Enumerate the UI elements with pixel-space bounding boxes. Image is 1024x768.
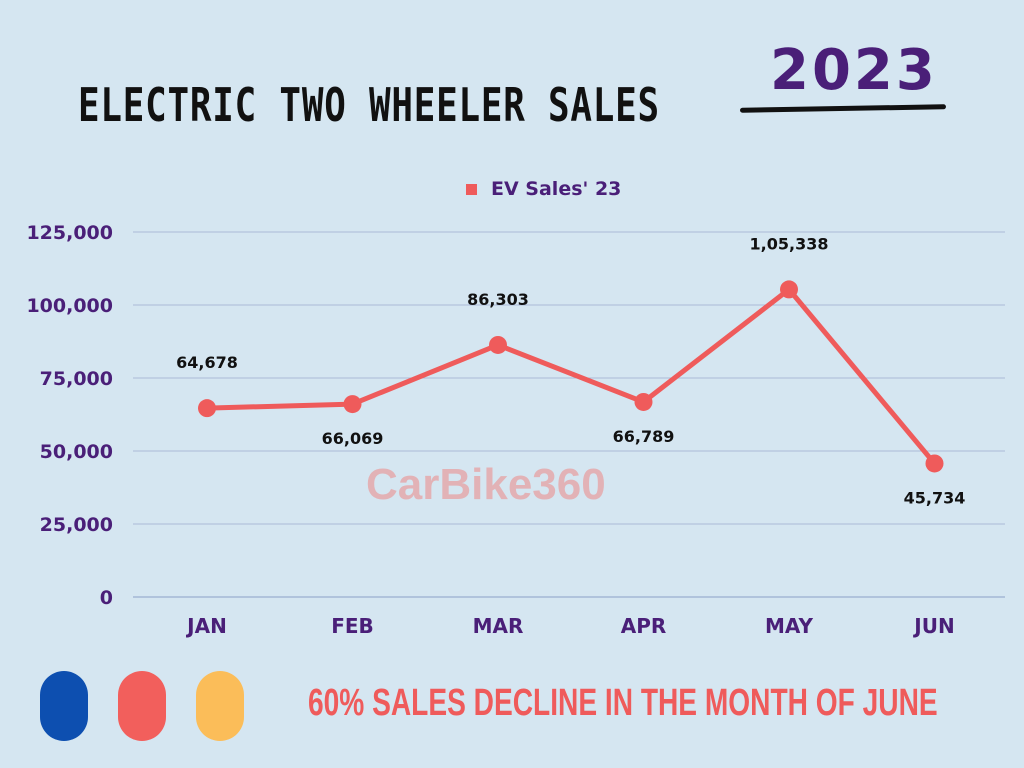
gridlines: [133, 231, 1005, 598]
y-tick-label: 100,000: [26, 295, 113, 317]
data-label: 86,303: [467, 290, 529, 309]
y-tick-label: 50,000: [40, 441, 113, 463]
y-tick-label: 75,000: [40, 368, 113, 390]
legend: EV Sales' 23: [466, 178, 621, 200]
data-point: [343, 395, 362, 414]
x-tick-label: FEB: [331, 614, 374, 638]
data-label: 64,678: [176, 353, 238, 372]
y-tick-label: 25,000: [40, 514, 113, 536]
y-axis-ticks: 0 25,000 50,000 75,000 100,000 125,000: [26, 222, 113, 609]
year-label: 2023: [770, 38, 938, 103]
x-tick-label: MAY: [765, 614, 813, 638]
data-label: 66,069: [322, 429, 384, 448]
yellow-pill-decoration: [196, 671, 244, 741]
data-point: [489, 335, 507, 354]
red-pill-decoration: [118, 671, 166, 741]
footer-message: 60% SALES DECLINE IN THE MONTH OF JUNE: [308, 682, 938, 724]
chart-title: ELECTRIC TWO WHEELER SALES: [78, 78, 660, 132]
data-point: [198, 399, 216, 418]
watermark-text: CarBike360: [366, 460, 606, 509]
x-tick-label: JUN: [912, 614, 954, 638]
data-point: [925, 454, 944, 473]
legend-swatch: [466, 183, 477, 195]
series-line: [204, 286, 937, 466]
x-tick-label: APR: [621, 614, 667, 638]
series-layer: [198, 280, 944, 473]
x-tick-label: JAN: [185, 614, 227, 638]
data-point: [780, 280, 798, 299]
legend-label: EV Sales' 23: [491, 178, 622, 200]
y-tick-label: 0: [100, 587, 113, 609]
y-tick-label: 125,000: [26, 222, 113, 244]
data-point: [634, 392, 653, 411]
x-axis-ticks: JAN FEB MAR APR MAY JUN: [185, 614, 955, 638]
blue-pill-decoration: [40, 671, 88, 741]
data-label: 45,734: [904, 488, 966, 507]
x-tick-label: MAR: [473, 614, 524, 638]
data-label: 1,05,338: [750, 234, 829, 253]
data-labels: 64,678 66,069 86,303 66,789 1,05,338 45,734: [176, 234, 965, 507]
data-label: 66,789: [613, 427, 675, 446]
